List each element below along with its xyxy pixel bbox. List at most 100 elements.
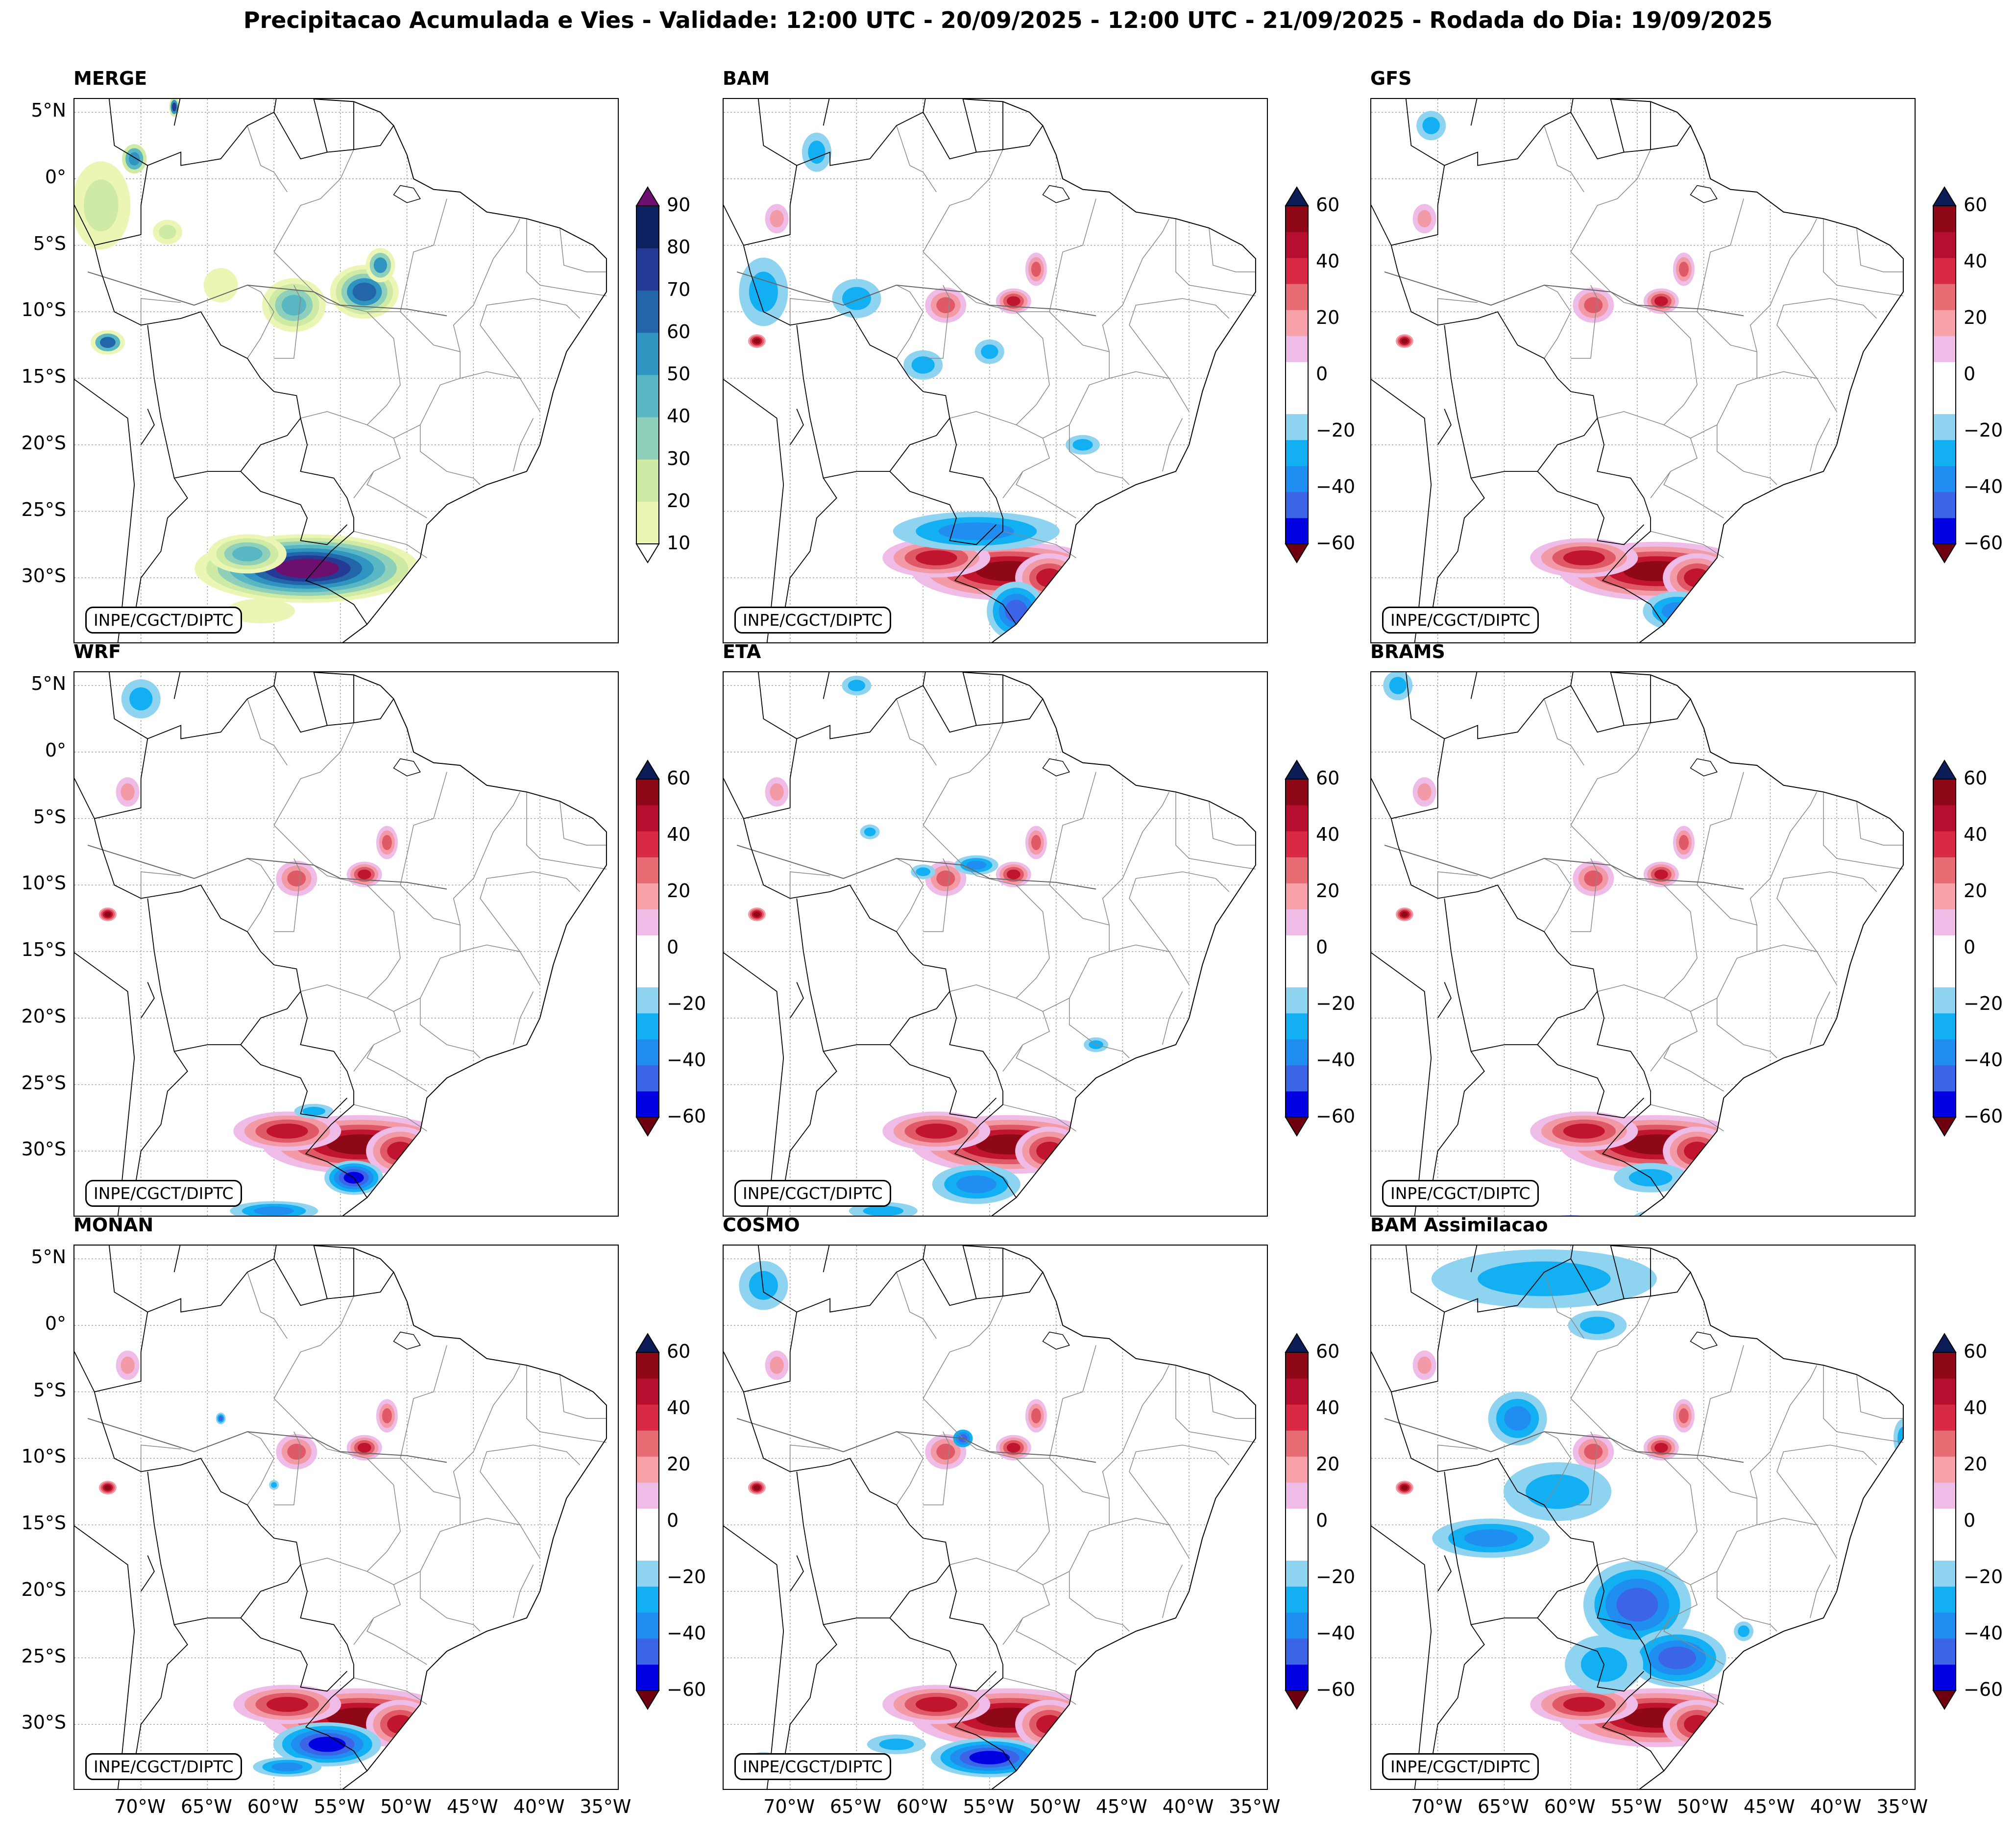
lat-tick-label: 5°S [33,232,66,254]
credit-label: INPE/CGCT/DIPTC [734,607,891,634]
colorbar-segment [1933,1560,1956,1587]
colorbar [635,759,660,1141]
colorbar-segment [636,1534,659,1561]
colorbar-segment [1933,258,1956,284]
precipitation-field [1383,672,1755,1216]
colorbar-segment [636,1091,659,1118]
colorbar-segment [1286,1586,1308,1613]
colorbar-tick-label: −20 [1964,1566,2003,1588]
colorbar-segment [1933,1091,1956,1118]
colorbar-segment [1286,1065,1308,1092]
colorbar-segment [636,1638,659,1665]
lat-tick-label: 5°S [33,806,66,828]
lat-tick-label: 20°S [21,1005,66,1027]
colorbar-segment [636,805,659,831]
map-plot: INPE/CGCT/DIPTC [73,1245,619,1790]
colorbar [1285,759,1309,1141]
colorbar-segment [1933,388,1956,415]
colorbar-tick-label: 20 [1316,1453,1340,1475]
map-canvas [1371,1246,1915,1789]
colorbar-segment [1933,831,1956,857]
colorbar-segment [1933,491,1956,518]
country-borders [74,672,394,1216]
panel-title: BAM Assimilacao [1370,1214,1548,1236]
lat-tick-label: 30°S [21,1138,66,1160]
colorbar-segment [1286,935,1308,962]
colorbar-tick-label: −40 [1964,1049,2003,1071]
colorbar-segment [636,857,659,883]
colorbar [635,1333,660,1714]
colorbar-segment [636,1378,659,1405]
colorbar-tick-label: 60 [1316,1341,1340,1362]
colorbar-tick-label: 40 [1964,824,1988,845]
colorbar-segment [1933,414,1956,440]
colorbar-segment [1286,1091,1308,1118]
colorbar-segment [1933,987,1956,1014]
colorbar-segment [1933,883,1956,909]
colorbar-segment [1933,935,1956,962]
ocean-mask [314,672,618,1216]
state-borders [87,699,607,1132]
colorbar [1932,1333,1957,1714]
colorbar-segment [1286,1534,1308,1561]
colorbar-segment [636,1013,659,1040]
colorbar-segment [636,1508,659,1535]
colorbar-segment [1933,1638,1956,1665]
colorbar-segment [1286,1456,1308,1483]
colorbar-tick-label: −40 [1964,1622,2003,1644]
map-canvas [724,99,1267,642]
map-canvas [724,1246,1267,1789]
colorbar-tick-label: −60 [1964,532,2003,554]
colorbar-segment [1286,961,1308,988]
map-canvas [74,1246,618,1789]
colorbar-tick-label: 80 [667,236,691,258]
colorbar-tick-label: 20 [667,489,691,512]
colorbar-tick-label: 90 [667,194,691,216]
lat-tick-label: 10°S [21,872,66,894]
colorbar-tick-label: −60 [667,1679,706,1700]
colorbar-segment [1286,831,1308,857]
precipitation-field [74,99,480,624]
panel-title: MONAN [73,1214,154,1236]
colorbar [1285,1333,1309,1714]
colorbar-segment [1933,1586,1956,1613]
colorbar-tick-label: 0 [667,936,679,958]
colorbar-segment [1933,1013,1956,1040]
lat-tick-label: 5°N [31,99,66,122]
ocean-mask [1610,1246,1915,1789]
colorbar-segment [1286,779,1308,806]
colorbar-tick-label: 0 [1316,1510,1328,1531]
lon-tick-label: 40°W [1162,1796,1214,1817]
precipitation-field [98,1350,459,1777]
ocean-mask [314,1246,618,1789]
colorbar-segment [1286,1560,1308,1587]
colorbar-segment [1933,1456,1956,1483]
lon-tick-label: 60°W [247,1796,299,1817]
colorbar-segment [1286,1013,1308,1040]
colorbar-tick-label: 0 [1964,936,1976,958]
colorbar-tick-label: 60 [667,1341,691,1362]
colorbar-segment [1933,909,1956,935]
colorbar-segment [1286,310,1308,336]
colorbar-tick-label: 60 [1316,194,1340,216]
colorbar-tick-label: 20 [1316,880,1340,902]
colorbar-segment [636,1430,659,1457]
colorbar-segment [1286,1378,1308,1405]
colorbar-segment [1286,465,1308,492]
lat-tick-label: 10°S [21,299,66,321]
lat-tick-label: 5°S [33,1379,66,1401]
colorbar-tick-label: −20 [667,993,706,1014]
map-plot: INPE/CGCT/DIPTC [73,671,619,1217]
colorbar-segment [1933,310,1956,336]
lon-tick-label: 45°W [1743,1796,1795,1817]
colorbar-segment [1286,1039,1308,1066]
lon-tick-label: 35°W [1229,1796,1281,1817]
credit-label: INPE/CGCT/DIPTC [85,1180,242,1207]
colorbar-segment [636,831,659,857]
colorbar-segment [636,1612,659,1639]
colorbar-segment [1933,779,1956,806]
colorbar-tick-label: −20 [1316,1566,1356,1588]
colorbar-segment [636,1664,659,1691]
colorbar-segment [1286,258,1308,284]
lat-tick-label: 15°S [21,1512,66,1534]
